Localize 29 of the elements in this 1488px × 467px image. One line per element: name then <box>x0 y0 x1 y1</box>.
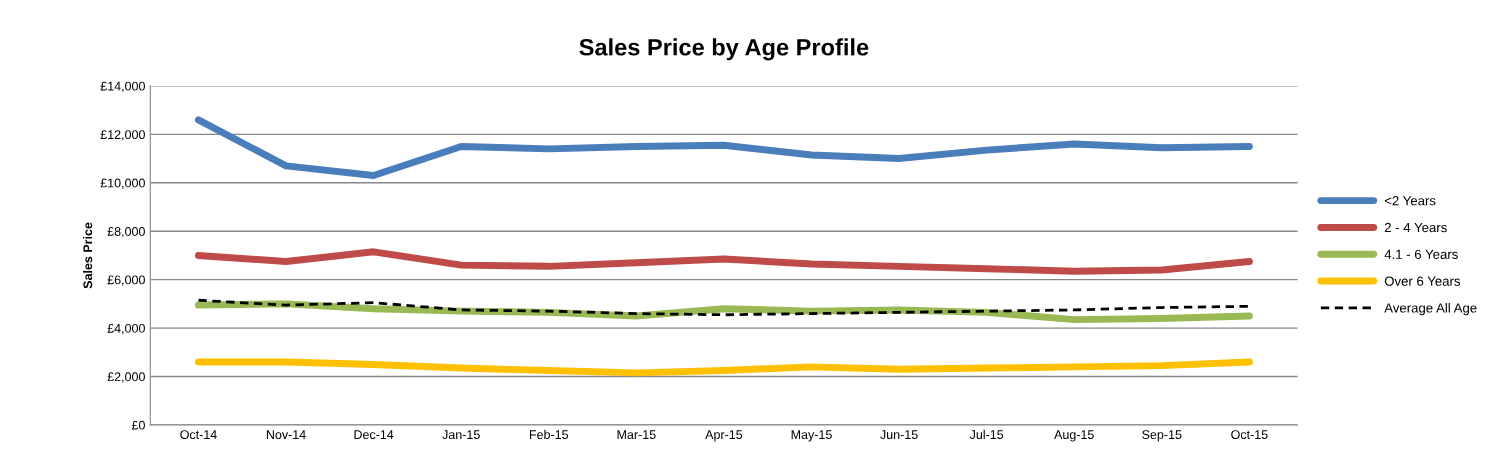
x-tick-label: Sep-15 <box>1142 430 1182 442</box>
x-tick-label: Nov-14 <box>266 430 306 440</box>
legend-label: 2 - 4 Years <box>1384 222 1447 233</box>
y-tick-label: £4,000 <box>107 323 145 335</box>
y-tick-label: £14,000 <box>100 81 145 93</box>
y-tick-label: £0 <box>131 420 145 430</box>
x-tick-label: May-15 <box>791 430 832 442</box>
x-tick-label: Aug-15 <box>1054 430 1094 442</box>
chart-title: Sales Price by Age Profile <box>579 38 869 61</box>
y-tick-label: £12,000 <box>100 130 145 141</box>
y-tick-label: £2,000 <box>107 372 145 383</box>
x-tick-label: Jan-15 <box>442 430 480 440</box>
y-tick-label: £8,000 <box>107 227 145 238</box>
legend-label: 4.1 - 6 Years <box>1384 249 1458 259</box>
x-tick-label: Jul-15 <box>969 429 1004 440</box>
y-tick-label: £6,000 <box>107 275 145 286</box>
legend-label: Average All Age <box>1384 302 1477 316</box>
line-series <box>197 298 1251 317</box>
x-tick-label: Oct-14 <box>180 430 217 440</box>
legend-label: Over 6 Years <box>1384 276 1461 286</box>
x-tick-label: Dec-14 <box>354 430 394 440</box>
x-tick-label: Feb-15 <box>529 429 569 440</box>
y-axis-title: Sales Price <box>83 222 93 289</box>
x-tick-label: Jun-15 <box>880 430 918 440</box>
x-tick-label: Apr-15 <box>705 430 743 442</box>
x-tick-label: Oct-15 <box>1231 430 1268 440</box>
legend-label: <2 Years <box>1384 196 1436 206</box>
y-tick-label: £10,000 <box>100 178 145 189</box>
x-tick-label: Mar-15 <box>617 430 656 440</box>
